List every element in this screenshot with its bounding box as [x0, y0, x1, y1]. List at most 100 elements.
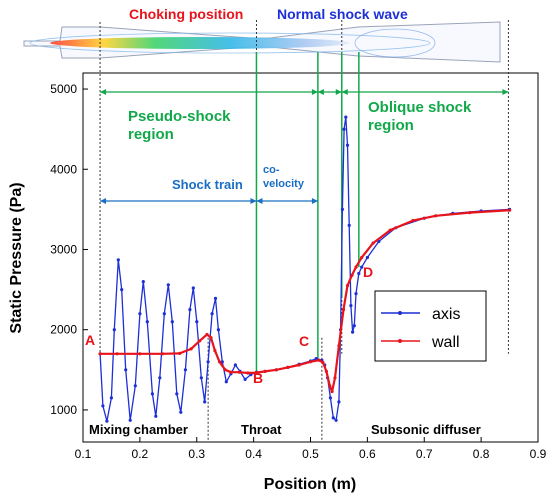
series-axis-point [340, 207, 344, 211]
series-axis-point [175, 392, 179, 396]
shock-contour [354, 28, 436, 58]
series-wall-point [388, 228, 392, 232]
series-axis-point [188, 308, 192, 312]
series-axis-point [345, 143, 350, 147]
series-wall-point [324, 369, 328, 373]
series-axis-point [191, 286, 195, 290]
point-label-c: C [299, 333, 309, 349]
series-wall-point [246, 371, 250, 375]
series-wall-point [317, 358, 321, 362]
pseudo-shock-gap-arrow-head-right [335, 89, 342, 95]
point-label-d: D [363, 264, 373, 280]
series-axis-point [357, 271, 361, 276]
series-axis-point [162, 312, 166, 316]
series-wall-point [333, 376, 337, 380]
series-axis-point [243, 377, 247, 381]
series-wall-point [308, 360, 313, 364]
series-wall-point [189, 347, 193, 351]
series-axis-point [344, 115, 348, 119]
series-axis-point [331, 416, 335, 420]
series-axis-point [347, 223, 351, 227]
series-axis-point [352, 324, 356, 328]
series-axis-point [210, 312, 214, 316]
series-wall-point [330, 389, 334, 394]
series-axis-point [170, 320, 174, 324]
series-axis-point [233, 363, 237, 367]
shock-train-arrow-head-left [100, 198, 107, 204]
series-wall-point [263, 369, 267, 373]
series-wall-point [237, 370, 241, 374]
series-axis-point [116, 258, 120, 262]
series-wall-point [223, 368, 227, 372]
series-axis-point [183, 368, 187, 372]
series-axis-point [351, 330, 355, 334]
series-wall-point [297, 363, 301, 367]
series-axis-point [342, 127, 346, 131]
subsonic-diffuser-label: Subsonic diffuser [371, 422, 481, 437]
series-axis-point [328, 396, 332, 400]
pseudo-shock-arrow-head-right [311, 89, 318, 95]
point-label-a: A [85, 332, 95, 348]
series-axis-point [112, 328, 116, 332]
point-label-b: B [253, 370, 263, 386]
x-tick-label: 0.5 [302, 447, 319, 461]
series-wall-point [321, 361, 325, 365]
series-layer [98, 115, 512, 423]
x-axis-title: Position (m) [264, 476, 356, 493]
series-axis-point [199, 376, 203, 380]
series-wall-point [115, 352, 119, 356]
y-tick-label: 1000 [50, 403, 77, 417]
pseudo-shock-label-line-2: region [128, 126, 174, 143]
shock-train-arrow-head-right [250, 198, 257, 204]
series-wall-point [508, 208, 512, 212]
series-wall-point [328, 384, 332, 388]
series-wall-point [198, 339, 202, 343]
x-tick-label: 0.8 [473, 447, 490, 461]
x-tick-label: 0.6 [359, 447, 376, 461]
pseudo-shock-label-line-1: Pseudo-shock [128, 108, 231, 125]
oblique-shock-label-line-1: Oblique shock [368, 99, 472, 116]
series-wall-point [345, 284, 350, 288]
series-axis-point [224, 380, 228, 384]
jet-plume [50, 37, 350, 49]
oblique-shock-label-line-2: region [368, 117, 414, 134]
co-velocity-label-line-1: co- [263, 164, 280, 176]
series-wall-point [274, 368, 278, 372]
series-axis-point [154, 414, 158, 418]
series-axis-point [337, 400, 341, 404]
series-axis-point [314, 357, 318, 361]
mixing-chamber-label: Mixing chamber [89, 422, 188, 437]
series-axis-point [150, 392, 154, 396]
series-wall-point [213, 349, 217, 353]
series-wall-point [286, 365, 290, 369]
series-axis-point [133, 384, 137, 388]
series-wall-point [217, 360, 222, 364]
series-wall-point [350, 273, 354, 277]
y-tick-label: 2000 [50, 323, 77, 337]
nozzle-contour-image [23, 21, 501, 63]
series-axis-point [206, 360, 210, 364]
series-wall-point [205, 332, 209, 337]
y-tick-label: 3000 [50, 242, 77, 256]
x-tick-label: 0.9 [530, 447, 547, 461]
legend-wall-label: wall [431, 334, 460, 351]
series-axis-point [220, 360, 224, 364]
series-axis-point [158, 376, 162, 380]
series-axis-point [334, 418, 338, 422]
series-axis-point [145, 320, 149, 324]
series-wall-point [229, 370, 233, 374]
legend-axis-label: axis [432, 306, 460, 323]
series-axis-point [124, 368, 128, 372]
co-velocity-label-line-2: velocity [263, 178, 305, 190]
y-axis-title: Static Pressure (Pa) [8, 182, 25, 333]
series-axis-point [179, 410, 183, 414]
series-axis-point [138, 312, 142, 316]
legend-box [374, 290, 487, 362]
series-wall-point [178, 351, 182, 355]
series-axis-point [166, 283, 170, 287]
normal-shock-wave-label: Normal shock wave [277, 6, 408, 22]
series-axis-point [120, 288, 124, 292]
series-axis-point [195, 320, 199, 324]
series-wall-point [337, 344, 341, 348]
